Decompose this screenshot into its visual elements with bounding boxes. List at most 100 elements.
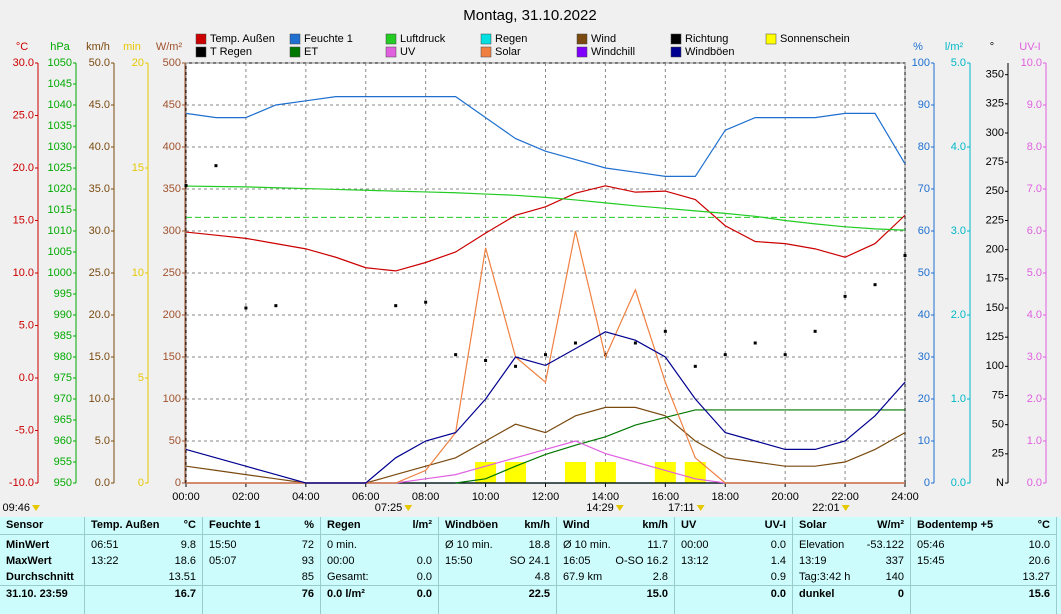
- y-tick-label: 30.0: [13, 57, 34, 69]
- y-tick-label: 1030: [48, 141, 72, 153]
- group-header: Windböen km/h: [439, 517, 556, 535]
- scatter-point: [424, 300, 428, 304]
- y-tick-label: 250: [986, 185, 1004, 197]
- y-tick-label: 125: [986, 331, 1004, 343]
- y-tick-label: 500: [163, 57, 181, 69]
- y-tick-label: 990: [54, 309, 72, 321]
- cell-left: Tag:3:42 h: [799, 571, 851, 583]
- y-tick-label: 100: [986, 360, 1004, 372]
- cell-value: 0.0: [416, 555, 432, 567]
- y-tick-label: 20: [918, 393, 930, 405]
- table-row: 67.9 km 2.8: [557, 569, 674, 585]
- y-tick-label: 70: [918, 183, 930, 195]
- table-group: Bodentemp +5 °C 05:46 10.0 15:45 20.6 13.27 15.…: [911, 517, 1057, 614]
- y-tick-label: 1015: [48, 204, 72, 216]
- table-group: Solar W/m² Elevation -53.122 13:19 337 Tag:3:4…: [793, 517, 911, 614]
- table-row: dunkel 0: [793, 585, 910, 602]
- table-row: 13.27: [911, 569, 1056, 585]
- cell-left: 00:00: [681, 539, 709, 551]
- cell-value: 9.8: [180, 539, 196, 551]
- cell-value: 10.0: [1028, 539, 1050, 551]
- y-tick-label: 20: [132, 57, 144, 69]
- table-group: Feuchte 1% 15:50 72 05:07 93 85 76: [203, 517, 321, 614]
- cell-left: 13:22: [91, 555, 119, 567]
- y-tick-label: 1050: [48, 57, 72, 69]
- cell-value: 0: [897, 588, 904, 600]
- y-tick-label: 9.0: [1027, 99, 1042, 111]
- scatter-point: [633, 341, 637, 345]
- cell-value: O-SO 16.2: [615, 555, 668, 567]
- x-tick-label: 04:00: [292, 491, 320, 503]
- cell-value: 2.8: [652, 571, 668, 583]
- cell-left: 15:50: [445, 555, 473, 567]
- y-tick-label: 200: [986, 244, 1004, 256]
- y-tick-label: 75: [992, 389, 1004, 401]
- y-tick-label: 60: [918, 225, 930, 237]
- y-tick-label: 225: [986, 214, 1004, 226]
- legend-swatch: [385, 46, 397, 58]
- legend-label: Feuchte 1: [304, 33, 353, 45]
- row-label: Sensor: [0, 517, 84, 535]
- table-row: 0 min.: [321, 537, 438, 553]
- y-tick-label: 30.0: [89, 225, 110, 237]
- legend-swatch: [576, 33, 588, 45]
- series-line: [185, 331, 906, 484]
- scatter-point: [903, 254, 907, 257]
- cell-value: 0.0: [770, 539, 786, 551]
- legend-swatch: [195, 33, 207, 45]
- table-group: UV UV-I 00:00 0.0 13:12 1.4 0.9 0.0: [675, 517, 793, 614]
- y-tick-label: 2.0: [1027, 393, 1042, 405]
- legend-label: T Regen: [210, 46, 252, 58]
- table-row: 13:22 18.6: [85, 553, 202, 569]
- y-tick-label: 250: [163, 267, 181, 279]
- y-tick-label: 50: [918, 267, 930, 279]
- y-tick-label: 100: [912, 57, 930, 69]
- cell-left: 15:50: [209, 539, 237, 551]
- table-row: 15:45 20.6: [911, 553, 1056, 569]
- scatter-point: [484, 359, 488, 362]
- y-tick-label: -10.0: [9, 477, 34, 489]
- y-tick-label: 950: [54, 477, 72, 489]
- y-tick-label: 4.0: [951, 141, 966, 153]
- y-tick-label: 175: [986, 273, 1004, 285]
- table-row: 85: [203, 569, 320, 585]
- legend-label: Richtung: [685, 33, 728, 45]
- scatter-point: [244, 306, 248, 310]
- group-name: Bodentemp +5: [917, 519, 994, 531]
- y-tick-label: 5.0: [95, 435, 110, 447]
- scatter-point: [843, 294, 847, 298]
- cell-value: 1.4: [770, 555, 786, 567]
- y-tick-label: -5.0: [15, 424, 34, 436]
- legend-swatch: [195, 46, 207, 58]
- annotation-marker: [32, 505, 40, 511]
- y-tick-label: 200: [163, 309, 181, 321]
- y-tick-label: 970: [54, 393, 72, 405]
- cell-left: 00:00: [327, 555, 355, 567]
- y-tick-label: 965: [54, 414, 72, 426]
- y-tick-label: 10.0: [89, 393, 110, 405]
- cell-left: Ø 10 min.: [445, 539, 493, 551]
- x-tick-label: 00:00: [172, 491, 200, 503]
- scatter-point: [753, 341, 757, 345]
- x-tick-label: 18:00: [711, 491, 739, 503]
- legend-swatch: [289, 46, 301, 58]
- y-tick-label: 10: [132, 267, 144, 279]
- y-tick-label: 0.0: [951, 477, 966, 489]
- cell-value: 11.7: [647, 539, 668, 551]
- cell-value: 0.0: [770, 588, 786, 600]
- group-header: Feuchte 1%: [203, 517, 320, 535]
- axis-label: W/m²: [156, 41, 183, 53]
- legend-swatch: [576, 46, 588, 58]
- cell-value: 140: [885, 571, 904, 583]
- axis-label: UV-I: [1019, 41, 1040, 53]
- y-tick-label: 5: [138, 372, 144, 384]
- y-tick-label: 50: [992, 419, 1004, 431]
- cell-value: 337: [885, 555, 904, 567]
- group-header: Solar W/m²: [793, 517, 910, 535]
- cell-value: 13.27: [1022, 571, 1050, 583]
- table-row: 0.0: [675, 585, 792, 602]
- y-tick-label: 40: [918, 309, 930, 321]
- scatter-point: [663, 329, 667, 333]
- legend-swatch: [765, 33, 777, 45]
- legend-label: Solar: [495, 46, 521, 58]
